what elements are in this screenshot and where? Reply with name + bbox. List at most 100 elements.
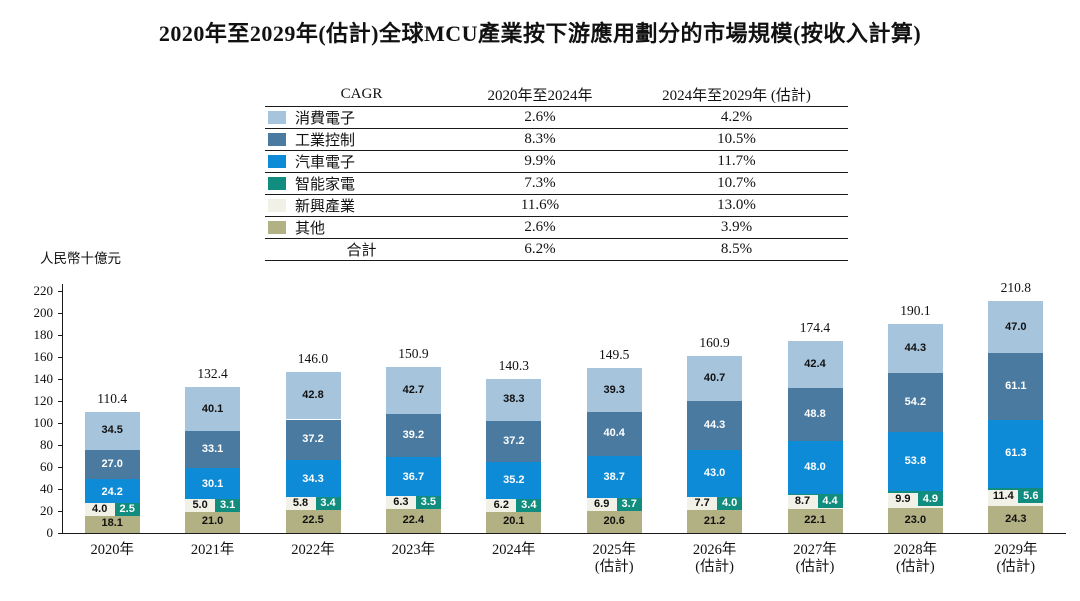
y-axis: 0 20 40 60 80 100 120 140 160 180 200 220 (14, 283, 62, 540)
y-axis-tick-mark (58, 533, 62, 534)
segment-value-chip-smart-appliance: 2.5 (114, 503, 140, 517)
segment-value-label-industrial: 39.2 (402, 429, 425, 442)
bar-segment-automotive (285, 460, 341, 499)
segment-value-label-industrial: 33.1 (201, 443, 224, 456)
y-axis-tick-mark (58, 423, 62, 424)
y-axis-tick-label: 180 (33, 327, 54, 342)
bar-segment-industrial (185, 431, 241, 468)
bar-segment-consumer (887, 323, 943, 373)
y-axis-tick-mark (58, 445, 62, 446)
y-axis-tick-label: 140 (33, 371, 54, 386)
segment-value-label-consumer: 42.4 (804, 357, 826, 370)
bar-segment-industrial (285, 419, 341, 461)
cagr-row-consumer: 消費電子 2.6% 4.2% (265, 106, 848, 129)
segment-value-label-industrial: 54.2 (904, 395, 927, 408)
cagr-value: 11.6% (455, 194, 625, 217)
segment-value-label-consumer: 42.7 (402, 384, 425, 397)
segment-value-label-industrial: 37.2 (302, 433, 324, 446)
y-axis-title: 人民幣十億元 (40, 251, 121, 266)
y-axis-tick-mark (58, 335, 62, 336)
bar-segment-consumer (185, 387, 241, 432)
bar-segment-others (787, 508, 843, 533)
bar-segment-automotive (687, 449, 743, 497)
segment-value-label-others: 20.1 (503, 515, 525, 528)
segment-value-chip-emerging: 11.4 (988, 490, 1019, 504)
bar-segment-automotive (185, 467, 241, 501)
segment-value-chip-emerging: 4.0 (84, 503, 115, 517)
segment-value-label-consumer: 47.0 (1005, 320, 1027, 333)
bar-total-label: 110.4 (97, 390, 128, 406)
y-axis-tick-mark (58, 379, 62, 380)
segment-value-label-others: 21.0 (201, 514, 224, 527)
segment-value-label-automotive: 53.8 (904, 455, 927, 468)
y-axis-tick-label: 120 (33, 393, 54, 408)
bar-segment-industrial (486, 420, 542, 462)
segment-value-label-automotive: 30.1 (201, 477, 224, 490)
x-axis-category: 2022年 (291, 542, 335, 558)
bar-segment-consumer (385, 367, 441, 415)
cagr-value: 13.0% (625, 194, 848, 217)
y-axis-tick-label: 0 (46, 525, 54, 540)
legend-label-emerging: 新興產業 (295, 198, 356, 215)
bar-segment-others (84, 513, 140, 533)
segment-value-label-consumer: 40.1 (201, 402, 224, 415)
segment-value-label-others: 20.6 (603, 515, 625, 528)
cagr-value: 8.3% (455, 128, 625, 151)
segment-value-label-others: 24.3 (1005, 513, 1027, 526)
x-axis-category: 2020年 (90, 542, 134, 558)
cagr-row-others: 其他 2.6% 3.9% (265, 216, 848, 239)
bar-total-label: 146.0 (297, 351, 329, 367)
segment-value-label-automotive: 48.0 (804, 461, 826, 474)
cagr-header-label: CAGR (265, 84, 455, 107)
legend-label-others: 其他 (295, 220, 326, 237)
cagr-value: 2.6% (455, 106, 625, 129)
segment-value-chip-emerging: 7.7 (687, 496, 718, 510)
page-title: 2020年至2029年(估計)全球MCU產業按下游應用劃分的市場規模(按收入計算… (158, 21, 922, 46)
bar-segment-others (385, 508, 441, 533)
bar-segment-consumer (988, 301, 1044, 353)
legend-swatch-emerging (268, 198, 286, 212)
bar-segment-automotive (988, 420, 1044, 488)
x-axis-category: 2029年 (估計) (994, 542, 1038, 575)
segment-value-label-automotive: 61.3 (1005, 447, 1027, 460)
bar-segment-industrial (687, 400, 743, 450)
segment-value-chip-smart-appliance: 5.6 (1018, 490, 1044, 504)
cagr-value: 4.2% (625, 106, 848, 129)
segment-value-label-others: 23.0 (904, 513, 927, 526)
segment-value-chip-smart-appliance: 4.0 (717, 496, 743, 510)
segment-value-label-automotive: 35.2 (503, 474, 525, 487)
bar-segment-consumer (285, 372, 341, 420)
bar-segment-industrial (988, 352, 1044, 421)
bar-segment-automotive (586, 456, 642, 499)
segment-value-label-automotive: 34.3 (302, 472, 324, 485)
bar-segment-others (486, 510, 542, 533)
cagr-period2-header: 2024年至2029年 (估計) (625, 84, 848, 107)
segment-value-label-industrial: 40.4 (603, 427, 625, 440)
bar-segment-others (285, 508, 341, 533)
segment-value-label-consumer: 34.5 (101, 424, 123, 437)
segment-value-label-automotive: 38.7 (603, 470, 625, 483)
cagr-value: 11.7% (625, 150, 848, 173)
segment-value-label-industrial: 48.8 (804, 408, 826, 421)
legend-swatch-others (268, 220, 286, 234)
cagr-total-value: 6.2% (455, 238, 625, 261)
segment-value-label-consumer: 44.3 (904, 341, 927, 354)
segment-value-label-others: 18.1 (101, 516, 123, 529)
legend-label-smart-appliance: 智能家電 (295, 176, 356, 193)
bar-segment-automotive (486, 461, 542, 501)
cagr-value: 2.6% (455, 216, 625, 239)
segment-value-chip-emerging: 6.9 (586, 498, 617, 512)
bar-total-label: 174.4 (799, 320, 831, 336)
y-axis-tick-mark (58, 467, 62, 468)
segment-value-chip-smart-appliance: 3.4 (315, 496, 341, 510)
bar-segment-automotive (84, 479, 140, 506)
bar-segment-industrial (385, 414, 441, 458)
segment-value-chip-smart-appliance: 4.9 (917, 493, 943, 507)
cagr-legend-table: CAGR 2020年至2024年 2024年至2029年 (估計) 消費電子 2… (265, 84, 848, 261)
bar-segment-industrial (84, 449, 140, 480)
segment-value-label-industrial: 44.3 (703, 418, 726, 431)
bar-segment-automotive (787, 441, 843, 495)
cagr-value: 3.9% (625, 216, 848, 239)
cagr-total-value: 8.5% (625, 238, 848, 261)
